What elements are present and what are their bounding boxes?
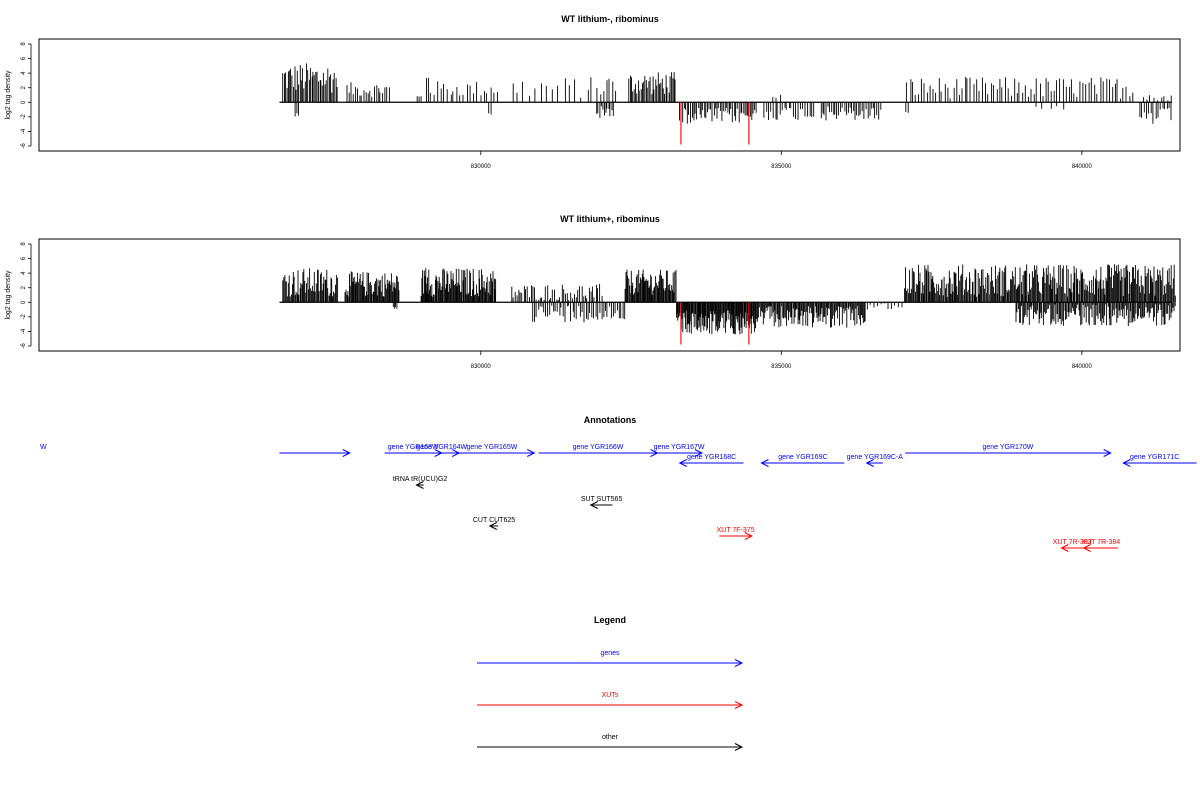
x-axis: 830000 835000 840000 (471, 151, 1093, 170)
feature-arrow-head (342, 449, 351, 457)
feature-arrow-head (744, 532, 753, 540)
feature-arrow-head (865, 459, 874, 467)
feature-label: gene YGR163W (388, 444, 439, 451)
y-tick-label: 4 (21, 71, 27, 75)
density-bars (279, 63, 1172, 145)
feature-label: tRNA tR(UCU)G2 (393, 476, 448, 483)
y-tick-label: -4 (21, 328, 27, 334)
x-axis: 830000 835000 840000 (471, 351, 1093, 370)
x-tick-label: 830000 (471, 164, 492, 170)
feature-arrow-head (1122, 459, 1131, 467)
panel-title: WT lithium-, ribominus (561, 14, 659, 24)
y-tick-label: 4 (21, 271, 27, 275)
feature-label: gene YGR169C (778, 454, 827, 461)
feature-arrow-head (678, 459, 687, 467)
y-axis: -6 -4 -2 0 2 4 6 8 (21, 42, 32, 149)
panel-lithium-plus: WT lithium+, ribominus log2 tag density … (5, 214, 1181, 370)
y-tick-label: 6 (21, 256, 27, 260)
y-axis: -6 -4 -2 0 2 4 6 8 (21, 242, 32, 349)
plot-frame (38, 38, 1181, 152)
feature-label: gene YGR165W (466, 444, 517, 451)
feature-label: XUT 7F-375 (717, 527, 755, 534)
y-tick-label: 0 (21, 100, 27, 104)
feature-genes: gene YGR167W (654, 444, 705, 457)
feature-label: gene YGR167W (654, 444, 705, 451)
x-tick-label: 830000 (471, 364, 492, 370)
feature-arrow-head (734, 743, 744, 751)
feature-genes: gene YGR165W (449, 444, 536, 457)
legend-label: XUTs (602, 692, 619, 699)
y-tick-label: 2 (21, 285, 27, 289)
feature-other: tRNA tR(UCU)G2 (393, 476, 448, 489)
density-bars (279, 264, 1176, 345)
legend-title: Legend (594, 615, 626, 625)
feature-arrow-head (527, 449, 536, 457)
feature-label: SUT SUT565 (581, 496, 623, 503)
feature-label: gene YGR171C (1130, 454, 1179, 461)
feature-arrow-head (589, 501, 598, 509)
feature-arrow-head (760, 459, 769, 467)
feature-arrow-head (488, 522, 498, 530)
feature-arrow-head (694, 449, 704, 457)
feature-label: gene YGR169C-A (847, 454, 904, 461)
legend-label: genes (600, 650, 620, 657)
feature-genes: gene YGR171C (1122, 454, 1197, 467)
feature-label: gene YGR168C (687, 454, 736, 461)
feature-genes: gene YGR169C-A (847, 454, 904, 467)
legend-entry: other (477, 734, 744, 751)
legend: Legend genes XUTs other (477, 615, 744, 751)
feature-label: gene YGR164W (416, 444, 467, 451)
y-axis-label: log2 tag density (5, 270, 12, 320)
feature-other: CUT CUT625 (473, 517, 515, 530)
y-tick-label: 2 (21, 85, 27, 89)
x-tick-label: 840000 (1072, 364, 1093, 370)
feature-arrow-head (415, 481, 424, 489)
x-tick-label: 840000 (1072, 164, 1093, 170)
feature-xuts: XUT 7R-383 (1053, 539, 1092, 552)
y-tick-label: 0 (21, 300, 27, 304)
panel-lithium-minus: WT lithium-, ribominus log2 tag density … (5, 14, 1181, 170)
legend-entries: genes XUTs other (477, 650, 744, 751)
y-tick-label: -6 (21, 143, 27, 149)
feature-arrow-head (1060, 544, 1069, 552)
feature-label: gene YGR170W (982, 444, 1033, 451)
feature-label: CUT CUT625 (473, 517, 515, 524)
y-tick-label: -4 (21, 128, 27, 134)
feature-label: XUT 7R-384 (1081, 539, 1120, 546)
feature-other: SUT SUT565 (581, 496, 623, 509)
x-tick-label: 835000 (771, 364, 792, 370)
panel-title: WT lithium+, ribominus (560, 214, 660, 224)
y-axis-label: log2 tag density (5, 70, 12, 120)
feature-arrow-head (1082, 544, 1091, 552)
annotations-title: Annotations (584, 415, 637, 425)
y-tick-label: 8 (21, 242, 27, 246)
y-tick-label: -2 (21, 114, 27, 120)
feature-label: gene YGR166W (573, 444, 624, 451)
y-tick-label: -2 (21, 314, 27, 320)
x-tick-label: 835000 (771, 164, 792, 170)
feature-arrow-head (1103, 449, 1112, 457)
feature-genes: W (40, 444, 351, 457)
y-tick-label: 8 (21, 42, 27, 46)
plot-frame (38, 238, 1181, 352)
feature-xuts: XUT 7R-384 (1081, 539, 1120, 552)
feature-label: XUT 7R-383 (1053, 539, 1092, 546)
feature-arrow-head (734, 701, 744, 709)
feature-arrow-head (734, 659, 744, 667)
feature-xuts: XUT 7F-375 (717, 527, 755, 540)
feature-label: W (40, 444, 47, 451)
legend-entry: XUTs (477, 692, 744, 709)
feature-genes: gene YGR169C (760, 454, 845, 467)
legend-label: other (602, 734, 619, 741)
legend-entry: genes (477, 650, 744, 667)
y-tick-label: 6 (21, 56, 27, 60)
feature-genes: gene YGR168C (678, 454, 744, 467)
y-tick-label: -6 (21, 343, 27, 349)
feature-genes: gene YGR170W (905, 444, 1112, 457)
